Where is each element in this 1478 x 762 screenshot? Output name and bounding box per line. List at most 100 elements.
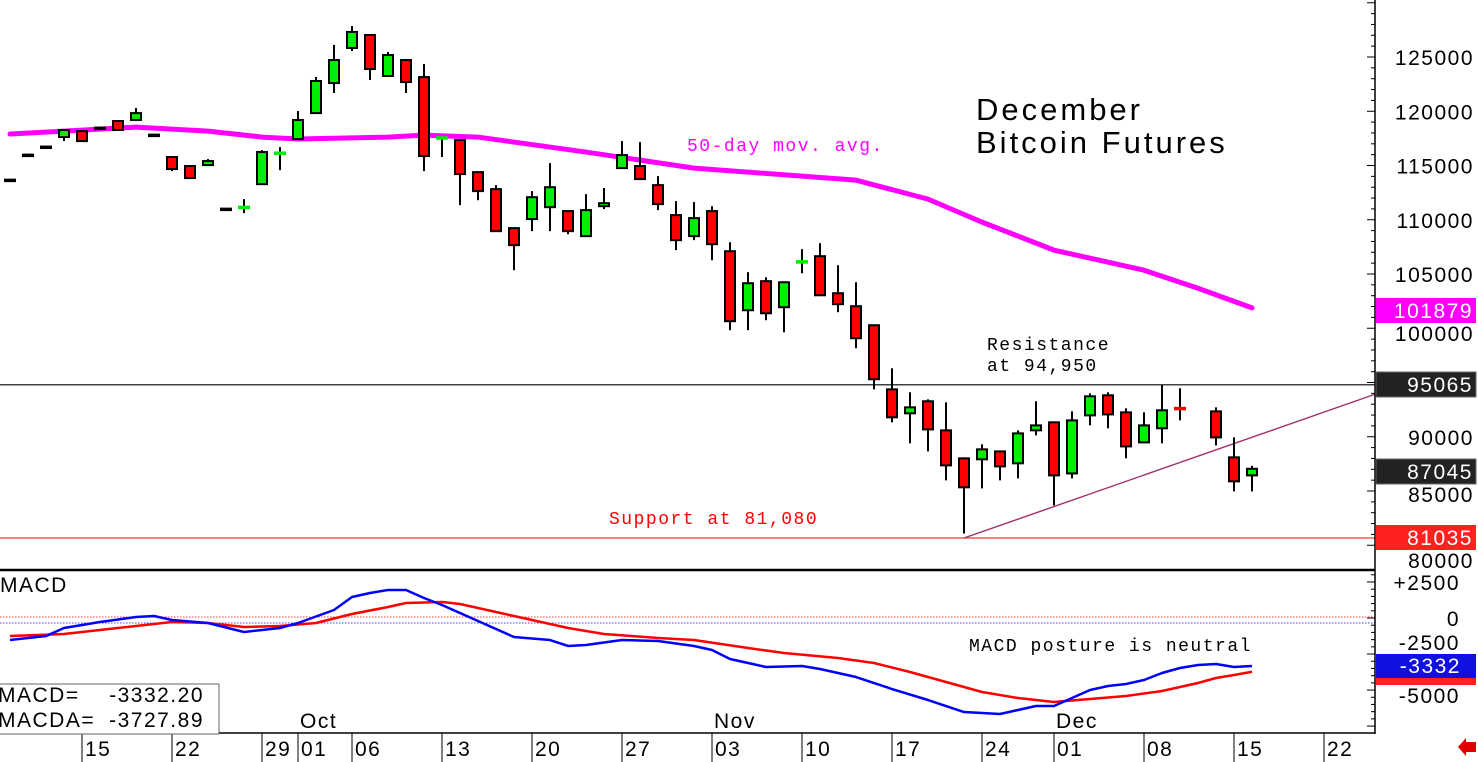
candle-09-16 — [94, 126, 106, 131]
candle-body — [868, 324, 880, 381]
x-tick-label: 22 — [175, 738, 201, 761]
x-tick-label: 29 — [265, 738, 291, 761]
candle-12-01 — [1048, 421, 1060, 506]
candle-12-02 — [1066, 411, 1078, 479]
candle-09-10 — [22, 153, 34, 158]
candle-11-12 — [832, 265, 844, 313]
candle-body — [130, 112, 142, 122]
x-tick-label: 10 — [805, 738, 831, 761]
candle-11-20 — [940, 402, 952, 481]
candle-10-29 — [652, 176, 664, 211]
candle-body — [256, 151, 268, 186]
candle-body — [310, 79, 322, 115]
candle-10-17 — [508, 227, 520, 271]
candle-10-06 — [346, 25, 358, 52]
candle-09-23 — [184, 165, 196, 180]
candle-09-30 — [274, 147, 286, 171]
candle-body — [688, 217, 700, 238]
support-label: Support at 81,080 — [609, 510, 818, 530]
macd-readout-label: MACD= — [0, 684, 80, 707]
candle-body — [922, 400, 934, 431]
candle-body — [472, 171, 484, 193]
candle-11-17 — [886, 368, 898, 423]
candle-11-13 — [850, 282, 862, 349]
x-tick-label: 17 — [895, 738, 921, 761]
candle-body — [886, 388, 898, 419]
candle-body — [634, 165, 646, 181]
month-label: Dec — [1056, 710, 1098, 733]
candle-body — [1228, 456, 1240, 483]
candle-body — [382, 54, 394, 77]
macd-line — [9, 588, 1253, 716]
candle-11-07 — [778, 281, 790, 333]
candle-body — [328, 59, 340, 85]
candle-11-25 — [994, 450, 1006, 481]
candle-10-24 — [598, 188, 610, 210]
candle-body — [724, 250, 736, 323]
chart-title-line-2: Bitcoin Futures — [976, 125, 1228, 160]
resistance-value-box — [1375, 371, 1477, 398]
candle-body — [598, 202, 610, 208]
candle-09-25 — [220, 207, 232, 212]
last-price-label: 87045 — [1407, 461, 1473, 484]
trendline — [963, 393, 1376, 539]
candle-body — [850, 305, 862, 340]
candle-body-doji — [1174, 406, 1186, 411]
candle-11-06 — [760, 277, 772, 321]
candle-09-22 — [166, 156, 178, 172]
candle-body — [1012, 432, 1024, 465]
candle-09-29 — [256, 150, 268, 186]
candle-09-18 — [130, 107, 142, 122]
candle-10-13 — [436, 136, 448, 158]
candle-12-09 — [1156, 385, 1168, 444]
candle-10-15 — [472, 171, 484, 201]
candle-11-05 — [742, 272, 754, 331]
candle-10-01 — [292, 111, 304, 141]
x-tick-label: 27 — [625, 738, 651, 761]
moving-average-line — [7, 124, 1255, 311]
x-tick-label: 15 — [1237, 738, 1263, 761]
macd-y-tick-label: +2500 — [1394, 572, 1460, 595]
y-tick-label: 80000 — [1408, 550, 1474, 573]
candle-11-03 — [706, 206, 718, 261]
candle-body-doji — [220, 207, 232, 212]
candle-body-doji — [4, 178, 16, 183]
candle-body — [652, 184, 664, 206]
candle-09-11 — [40, 145, 52, 150]
macda-value-strip — [1376, 677, 1476, 685]
candle-10-27 — [616, 141, 628, 170]
x-tick-label: 24 — [985, 738, 1011, 761]
candle-11-11 — [814, 243, 826, 297]
candle-11-21 — [958, 457, 970, 534]
candle-body — [994, 450, 1006, 468]
candle-09-15 — [76, 130, 88, 143]
chart-title-line-1: December — [976, 92, 1143, 127]
candle-body — [508, 227, 520, 247]
macd-y-tick-label: -2500 — [1399, 632, 1460, 655]
candle-10-09 — [400, 58, 412, 94]
candle-10-20 — [526, 191, 538, 232]
y-tick-label: 105000 — [1395, 264, 1474, 287]
candle-body — [1138, 424, 1150, 444]
y-tick-label: 85000 — [1408, 484, 1474, 507]
x-tick-label: 06 — [355, 738, 381, 761]
x-tick-label: 20 — [535, 738, 561, 761]
resistance-value-label: 95065 — [1407, 374, 1473, 397]
macd-panel-title: MACD — [0, 574, 68, 597]
scroll-left-arrow-icon[interactable] — [1458, 738, 1476, 756]
candle-body-doji — [436, 136, 448, 140]
candle-10-30 — [670, 201, 682, 251]
candle-12-12 — [1210, 407, 1222, 446]
candle-body-doji — [22, 153, 34, 158]
candle-09-24 — [202, 159, 214, 167]
macda-line — [9, 600, 1253, 704]
candle-body — [454, 139, 466, 176]
candle-body — [742, 282, 754, 312]
candle-body — [184, 165, 196, 180]
candle-10-22 — [562, 210, 574, 235]
candle-body-doji — [94, 126, 106, 131]
x-tick-label: 22 — [1327, 738, 1353, 761]
candle-body — [976, 448, 988, 461]
macd-posture-annotation: MACD posture is neutral — [969, 637, 1252, 657]
